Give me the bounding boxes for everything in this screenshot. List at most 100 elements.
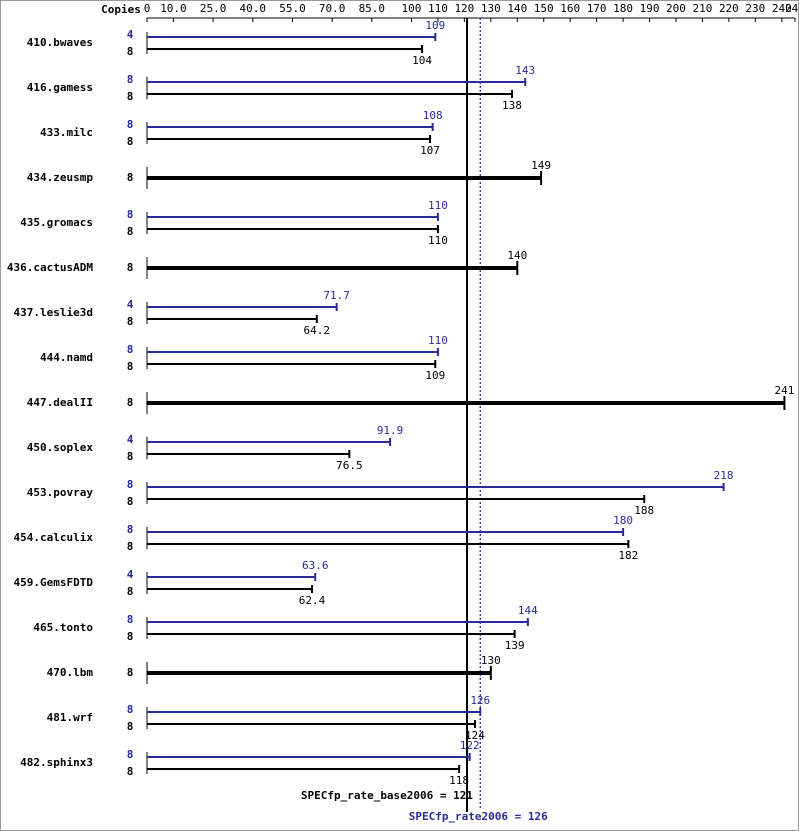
benchmark-name: 435.gromacs: [20, 216, 93, 229]
base-value-label: 182: [618, 549, 638, 562]
base-value-label: 76.5: [336, 459, 363, 472]
x-tick-label: 150: [534, 2, 554, 15]
peak-copies: 8: [127, 73, 134, 86]
peak-copies: 4: [127, 568, 134, 581]
benchmark-name: 482.sphinx3: [20, 756, 93, 769]
x-tick-label: 10.0: [160, 2, 187, 15]
x-tick-label: 200: [666, 2, 686, 15]
base-value-label: 64.2: [304, 324, 331, 337]
benchmark-name: 436.cactusADM: [7, 261, 93, 274]
value-label: 149: [531, 159, 551, 172]
peak-copies: 8: [127, 748, 134, 761]
peak-copies: 8: [127, 523, 134, 536]
base-copies: 8: [127, 360, 134, 373]
copies: 8: [127, 171, 134, 184]
peak-reference-label: SPECfp_rate2006 = 126: [409, 810, 548, 823]
peak-copies: 8: [127, 343, 134, 356]
base-copies: 8: [127, 45, 134, 58]
peak-value-label: 144: [518, 604, 538, 617]
x-tick-label: 140: [507, 2, 527, 15]
base-value-label: 109: [425, 369, 445, 382]
peak-copies: 8: [127, 613, 134, 626]
base-copies: 8: [127, 315, 134, 328]
x-tick-label: 170: [587, 2, 607, 15]
benchmark-name: 433.milc: [40, 126, 93, 139]
base-value-label: 110: [428, 234, 448, 247]
base-reference-label: SPECfp_rate_base2006 = 121: [301, 789, 474, 802]
base-value-label: 124: [465, 729, 485, 742]
base-copies: 8: [127, 720, 134, 733]
benchmark-name: 481.wrf: [47, 711, 93, 724]
peak-copies: 4: [127, 298, 134, 311]
base-copies: 8: [127, 495, 134, 508]
base-copies: 8: [127, 585, 134, 598]
benchmark-name: 437.leslie3d: [14, 306, 93, 319]
peak-value-label: 71.7: [323, 289, 350, 302]
benchmark-name: 453.povray: [27, 486, 94, 499]
x-tick-label: 240: [772, 2, 792, 15]
copies-header: Copies: [101, 3, 141, 16]
x-tick-label: 160: [560, 2, 580, 15]
base-copies: 8: [127, 630, 134, 643]
peak-value-label: 180: [613, 514, 633, 527]
peak-value-label: 108: [423, 109, 443, 122]
peak-copies: 8: [127, 703, 134, 716]
benchmark-name: 447.dealII: [27, 396, 93, 409]
benchmark-name: 444.namd: [40, 351, 93, 364]
base-copies: 8: [127, 135, 134, 148]
x-tick-label: 120: [454, 2, 474, 15]
peak-value-label: 91.9: [377, 424, 404, 437]
peak-value-label: 218: [714, 469, 734, 482]
base-copies: 8: [127, 225, 134, 238]
x-tick-label: 130: [481, 2, 501, 15]
base-copies: 8: [127, 90, 134, 103]
x-tick-label: 0: [144, 2, 151, 15]
copies: 8: [127, 261, 134, 274]
benchmark-name: 416.gamess: [27, 81, 93, 94]
benchmark-name: 454.calculix: [14, 531, 94, 544]
x-tick-label: 210: [692, 2, 712, 15]
base-copies: 8: [127, 765, 134, 778]
peak-value-label: 63.6: [302, 559, 329, 572]
copies: 8: [127, 396, 134, 409]
base-copies: 8: [127, 450, 134, 463]
x-tick-label: 190: [640, 2, 660, 15]
base-value-label: 138: [502, 99, 522, 112]
x-tick-label: 40.0: [240, 2, 267, 15]
peak-copies: 8: [127, 118, 134, 131]
x-tick-label: 245: [785, 2, 799, 15]
peak-copies: 8: [127, 478, 134, 491]
benchmark-name: 459.GemsFDTD: [14, 576, 94, 589]
value-label: 241: [774, 384, 794, 397]
copies: 8: [127, 666, 134, 679]
benchmark-name: 410.bwaves: [27, 36, 93, 49]
value-label: 140: [507, 249, 527, 262]
peak-value-label: 110: [428, 199, 448, 212]
x-tick-label: 85.0: [359, 2, 386, 15]
peak-value-label: 122: [460, 739, 480, 752]
peak-value-label: 109: [425, 19, 445, 32]
benchmark-name: 465.tonto: [33, 621, 93, 634]
x-tick-label: 180: [613, 2, 633, 15]
peak-copies: 4: [127, 28, 134, 41]
peak-value-label: 126: [470, 694, 490, 707]
x-tick-label: 110: [428, 2, 448, 15]
base-value-label: 188: [634, 504, 654, 517]
peak-copies: 8: [127, 208, 134, 221]
x-tick-label: 230: [745, 2, 765, 15]
base-value-label: 139: [505, 639, 525, 652]
base-value-label: 107: [420, 144, 440, 157]
benchmark-name: 434.zeusmp: [27, 171, 94, 184]
x-tick-label: 25.0: [200, 2, 227, 15]
benchmark-name: 470.lbm: [47, 666, 94, 679]
x-tick-label: 220: [719, 2, 739, 15]
peak-value-label: 143: [515, 64, 535, 77]
x-tick-label: 55.0: [279, 2, 306, 15]
x-tick-label: 100: [402, 2, 422, 15]
peak-copies: 4: [127, 433, 134, 446]
base-value-label: 62.4: [299, 594, 326, 607]
base-value-label: 118: [449, 774, 469, 787]
